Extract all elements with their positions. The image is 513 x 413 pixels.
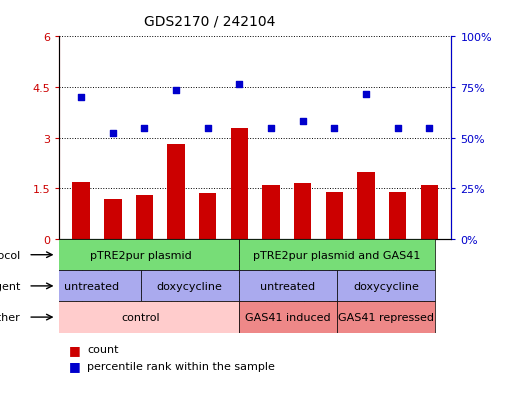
- Bar: [72, 182, 90, 240]
- Text: pTRE2pur plasmid: pTRE2pur plasmid: [90, 250, 192, 260]
- Bar: [141, 271, 239, 302]
- Point: [109, 130, 117, 137]
- Text: untreated: untreated: [64, 281, 119, 291]
- Bar: [389, 192, 406, 240]
- Bar: [262, 185, 280, 240]
- Point: [172, 88, 180, 95]
- Bar: [294, 184, 311, 240]
- Text: GAS41 repressed: GAS41 repressed: [338, 312, 434, 322]
- Text: doxycycline: doxycycline: [157, 281, 223, 291]
- Text: agent: agent: [0, 281, 21, 291]
- Point: [77, 95, 85, 101]
- Text: GAS41 induced: GAS41 induced: [245, 312, 331, 322]
- Point: [235, 81, 244, 88]
- Bar: [43, 271, 141, 302]
- Bar: [421, 185, 438, 240]
- Bar: [337, 302, 435, 333]
- Text: ■: ■: [69, 343, 81, 356]
- Text: ■: ■: [69, 359, 81, 373]
- Text: GDS2170 / 242104: GDS2170 / 242104: [144, 15, 275, 29]
- Bar: [136, 196, 153, 240]
- Bar: [357, 172, 374, 240]
- Bar: [199, 194, 216, 240]
- Point: [362, 91, 370, 98]
- Text: other: other: [0, 312, 21, 322]
- Point: [141, 125, 149, 131]
- Point: [204, 125, 212, 131]
- Bar: [43, 240, 239, 271]
- Text: pTRE2pur plasmid and GAS41: pTRE2pur plasmid and GAS41: [253, 250, 421, 260]
- Point: [393, 125, 402, 131]
- Text: untreated: untreated: [261, 281, 315, 291]
- Bar: [326, 192, 343, 240]
- Bar: [167, 145, 185, 240]
- Text: count: count: [87, 344, 119, 354]
- Bar: [337, 271, 435, 302]
- Point: [267, 125, 275, 131]
- Bar: [104, 199, 122, 240]
- Point: [299, 118, 307, 125]
- Point: [330, 125, 339, 131]
- Text: control: control: [122, 312, 160, 322]
- Bar: [239, 302, 337, 333]
- Point: [425, 125, 433, 131]
- Bar: [231, 128, 248, 240]
- Bar: [239, 240, 435, 271]
- Text: doxycycline: doxycycline: [353, 281, 419, 291]
- Text: protocol: protocol: [0, 250, 21, 260]
- Text: percentile rank within the sample: percentile rank within the sample: [87, 361, 275, 371]
- Bar: [43, 302, 239, 333]
- Bar: [239, 271, 337, 302]
